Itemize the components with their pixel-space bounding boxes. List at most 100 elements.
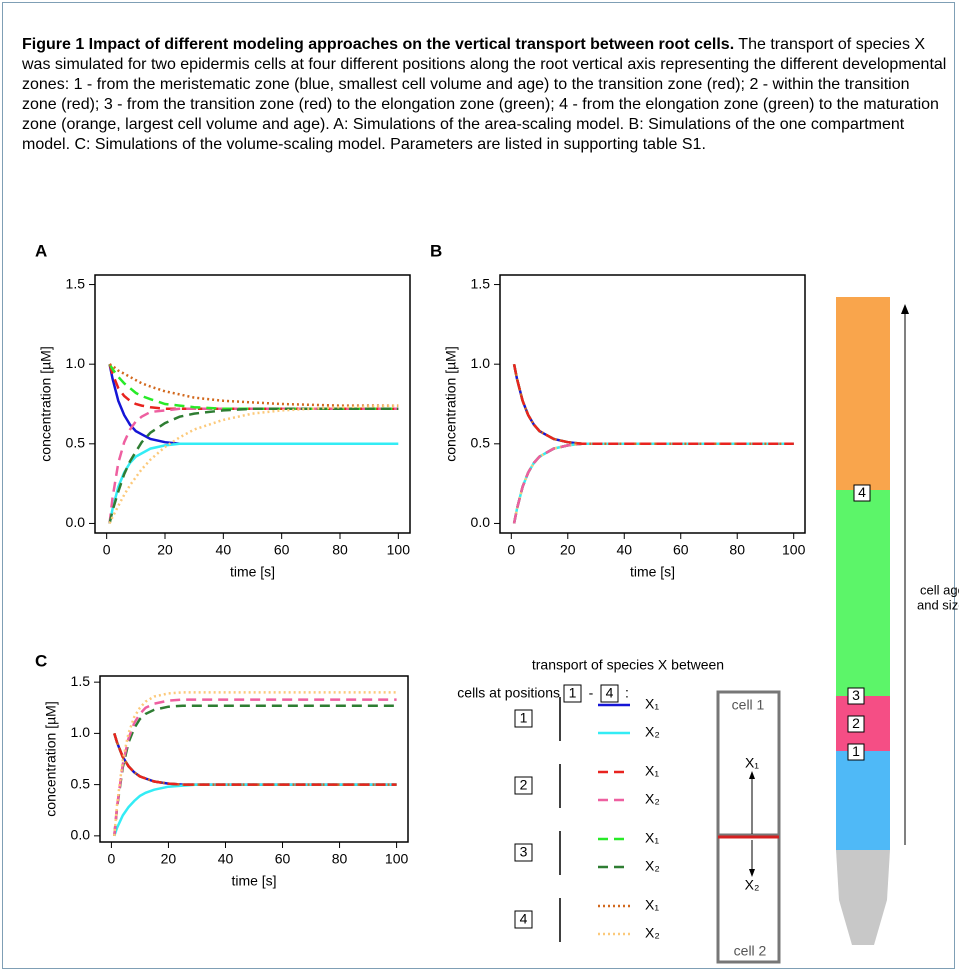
series-line — [113, 704, 397, 837]
series-line — [108, 442, 399, 524]
legend-to: 4 — [606, 685, 614, 701]
series-line — [108, 407, 399, 524]
legend-group-label: 2 — [520, 777, 528, 793]
x-tick-label: 60 — [673, 542, 689, 558]
legend-box — [600, 684, 619, 703]
y-tick-label: 1.5 — [71, 673, 91, 689]
zone-elongation — [836, 490, 890, 696]
x-tick-label: 60 — [275, 851, 291, 867]
legend-label: X₁ — [645, 763, 659, 779]
series-line — [512, 363, 794, 446]
x-axis-label: time [s] — [231, 873, 276, 889]
x-tick-label: 100 — [385, 851, 409, 867]
caption-title: Figure 1 Impact of different modeling ap… — [22, 36, 735, 53]
series-line — [113, 733, 397, 786]
series-line — [108, 407, 399, 524]
series-line — [113, 733, 397, 786]
x-axis-label: time [s] — [230, 564, 275, 580]
cell-top-label: cell 1 — [732, 697, 765, 713]
series-line — [512, 442, 794, 524]
x-tick-label: 60 — [274, 542, 290, 558]
zone-box — [847, 715, 865, 733]
y-tick-label: 0.5 — [71, 775, 91, 791]
series-line — [512, 363, 794, 446]
x-tick-label: 80 — [729, 542, 745, 558]
y-tick-label: 0.0 — [71, 827, 91, 843]
series-line — [108, 363, 399, 411]
legend-title: transport of species X between — [532, 657, 724, 673]
y-tick-label: 0.0 — [471, 514, 491, 530]
legend-box — [563, 684, 582, 703]
series-line — [113, 691, 397, 837]
arrow-head — [901, 304, 909, 314]
y-tick-label: 1.5 — [66, 275, 86, 291]
cell-species: X₁ — [745, 755, 759, 771]
series-line — [113, 733, 397, 786]
legend-colon: : — [625, 685, 629, 701]
x-tick-label: 0 — [507, 542, 515, 558]
arrow-head — [749, 771, 755, 779]
series-line — [512, 442, 794, 524]
series-line — [512, 363, 794, 446]
arrow-head — [749, 869, 755, 877]
legend-subtitle: cells at positions — [457, 685, 560, 701]
x-tick-label: 0 — [103, 542, 111, 558]
legend-label: X₁ — [645, 696, 659, 712]
x-tick-label: 40 — [616, 542, 632, 558]
legend-group-label: 1 — [520, 710, 528, 726]
zone-box — [853, 484, 871, 502]
y-tick-label: 0.0 — [66, 514, 86, 530]
x-tick-label: 40 — [218, 851, 234, 867]
zone-label: 4 — [858, 484, 866, 500]
x-tick-label: 20 — [161, 851, 177, 867]
legend-label: X₂ — [645, 724, 660, 740]
y-axis-label: concentration [µM] — [38, 346, 54, 461]
legend-label: X₂ — [645, 858, 660, 874]
zone-box — [847, 687, 865, 705]
legend-box — [514, 910, 533, 929]
y-tick-label: 0.5 — [66, 435, 86, 451]
cell-bottom-label: cell 2 — [734, 943, 767, 959]
panel-label: B — [430, 241, 442, 260]
series-line — [108, 363, 399, 407]
legend-label: X₂ — [645, 791, 660, 807]
legend-label: X₁ — [645, 897, 659, 913]
x-tick-label: 100 — [387, 542, 411, 558]
root-cap — [836, 850, 890, 945]
legend-label: X₁ — [645, 830, 659, 846]
caption-text: The transport of species X was simulated… — [22, 36, 947, 153]
zone-label: 3 — [852, 687, 860, 703]
cell-outline — [716, 690, 781, 964]
x-tick-label: 100 — [782, 542, 806, 558]
legend-from: 1 — [569, 685, 577, 701]
series-line — [512, 442, 794, 524]
zone-meristem — [836, 751, 890, 850]
x-tick-label: 0 — [108, 851, 116, 867]
series-line — [113, 783, 397, 837]
panel-label: A — [35, 241, 47, 260]
axis-note: cell age — [920, 582, 959, 597]
x-tick-label: 20 — [560, 542, 576, 558]
x-tick-label: 80 — [332, 851, 348, 867]
legend-group-label: 4 — [520, 911, 528, 927]
legend-box — [514, 709, 533, 728]
y-tick-label: 1.0 — [66, 355, 86, 371]
plot-frame — [94, 274, 411, 534]
legend-box — [514, 776, 533, 795]
y-tick-label: 1.0 — [71, 724, 91, 740]
series-line — [113, 698, 397, 837]
legend-box — [514, 843, 533, 862]
y-tick-label: 0.5 — [471, 435, 491, 451]
series-line — [512, 363, 794, 446]
plot-frame — [99, 675, 409, 843]
y-tick-label: 1.0 — [471, 355, 491, 371]
legend-dash: - — [589, 685, 594, 701]
series-line — [512, 442, 794, 524]
x-tick-label: 80 — [332, 542, 348, 558]
axis-note: and size — [917, 597, 959, 612]
zone-label: 1 — [852, 743, 860, 759]
legend-group-label: 3 — [520, 844, 528, 860]
